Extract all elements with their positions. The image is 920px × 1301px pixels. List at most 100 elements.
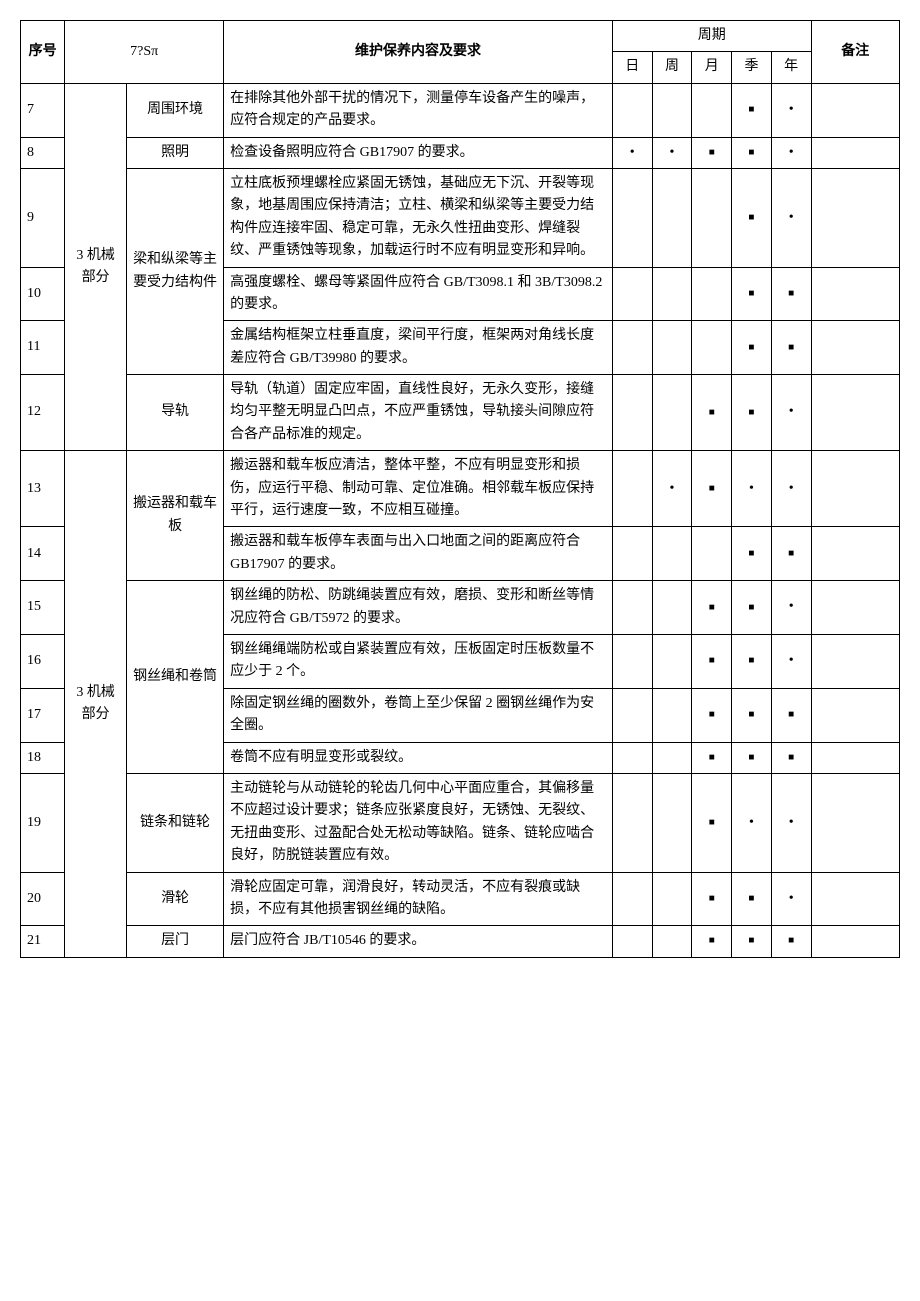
mark-cell	[612, 773, 652, 872]
desc-cell: 层门应符合 JB/T10546 的要求。	[224, 926, 613, 957]
desc-cell: 高强度螺栓、螺母等紧固件应符合 GB/T3098.1 和 3B/T3098.2 …	[224, 267, 613, 321]
mark-cell: ■	[732, 168, 772, 267]
component-cell: 周围环境	[126, 83, 223, 137]
note-cell	[811, 267, 899, 321]
mark-cell: ■	[692, 742, 732, 773]
mark-cell	[652, 527, 692, 581]
col-desc-header: 维护保养内容及要求	[224, 21, 613, 84]
mark-cell	[692, 83, 732, 137]
period-week-header: 周	[652, 52, 692, 83]
mark-cell: •	[771, 137, 811, 168]
mark-cell: ■	[732, 137, 772, 168]
mark-cell: ■	[692, 872, 732, 926]
desc-cell: 导轨（轨道）固定应牢固，直线性良好，无永久变形，接缝均匀平整无明显凸凹点，不应严…	[224, 375, 613, 451]
desc-cell: 金属结构框架立柱垂直度，梁间平行度，框架两对角线长度差应符合 GB/T39980…	[224, 321, 613, 375]
table-row: 20 滑轮 滑轮应固定可靠，润滑良好，转动灵活，不应有裂痕或缺损，不应有其他损害…	[21, 872, 900, 926]
note-cell	[811, 83, 899, 137]
mark-cell: ■	[692, 581, 732, 635]
table-row: 13 3 机械部分 搬运器和载车板 搬运器和载车板应清洁，整体平整，不应有明显变…	[21, 451, 900, 527]
table-row: 8 照明 检查设备照明应符合 GB17907 的要求。 • • ■ ■ •	[21, 137, 900, 168]
mark-cell: ■	[692, 451, 732, 527]
desc-cell: 立柱底板预埋螺栓应紧固无锈蚀，基础应无下沉、开裂等现象，地基周围应保持清洁；立柱…	[224, 168, 613, 267]
mark-cell	[612, 267, 652, 321]
seq-cell: 9	[21, 168, 65, 267]
mark-cell	[692, 321, 732, 375]
note-cell	[811, 926, 899, 957]
mark-cell: •	[771, 83, 811, 137]
desc-cell: 主动链轮与从动链轮的轮齿几何中心平面应重合，其偏移量不应超过设计要求；链条应张紧…	[224, 773, 613, 872]
component-cell: 滑轮	[126, 872, 223, 926]
mark-cell: ■	[732, 321, 772, 375]
table-row: 9 梁和纵梁等主要受力结构件 立柱底板预埋螺栓应紧固无锈蚀，基础应无下沉、开裂等…	[21, 168, 900, 267]
mark-cell	[612, 451, 652, 527]
component-cell: 搬运器和载车板	[126, 451, 223, 581]
mark-cell: ■	[732, 688, 772, 742]
mark-cell	[612, 872, 652, 926]
mark-cell: •	[652, 137, 692, 168]
mark-cell	[652, 688, 692, 742]
seq-cell: 21	[21, 926, 65, 957]
col-seq-header: 序号	[21, 21, 65, 84]
desc-cell: 在排除其他外部干扰的情况下，测量停车设备产生的噪声，应符合规定的产品要求。	[224, 83, 613, 137]
mark-cell: •	[652, 451, 692, 527]
mark-cell: •	[771, 375, 811, 451]
mark-cell	[652, 375, 692, 451]
mark-cell	[652, 926, 692, 957]
seq-cell: 13	[21, 451, 65, 527]
mark-cell: ■	[732, 742, 772, 773]
component-cell: 导轨	[126, 375, 223, 451]
seq-cell: 12	[21, 375, 65, 451]
mark-cell: ■	[771, 926, 811, 957]
note-cell	[811, 527, 899, 581]
desc-cell: 钢丝绳的防松、防跳绳装置应有效，磨损、变形和断丝等情况应符合 GB/T5972 …	[224, 581, 613, 635]
mark-cell: ■	[732, 872, 772, 926]
period-day-header: 日	[612, 52, 652, 83]
period-year-header: 年	[771, 52, 811, 83]
mark-cell	[612, 926, 652, 957]
desc-cell: 除固定钢丝绳的圈数外，卷筒上至少保留 2 圈钢丝绳作为安全圈。	[224, 688, 613, 742]
mark-cell: ■	[732, 267, 772, 321]
maintenance-table: 序号 7?Sπ 维护保养内容及要求 周期 备注 日 周 月 季 年 7 3 机械…	[20, 20, 900, 958]
mark-cell	[612, 321, 652, 375]
desc-cell: 搬运器和载车板停车表面与出入口地面之间的距离应符合 GB17907 的要求。	[224, 527, 613, 581]
mark-cell	[652, 872, 692, 926]
col-note-header: 备注	[811, 21, 899, 84]
seq-cell: 18	[21, 742, 65, 773]
col-period-header: 周期	[612, 21, 811, 52]
desc-cell: 搬运器和载车板应清洁，整体平整，不应有明显变形和损伤，应运行平稳、制动可靠、定位…	[224, 451, 613, 527]
mark-cell	[612, 742, 652, 773]
note-cell	[811, 451, 899, 527]
mark-cell	[652, 773, 692, 872]
desc-cell: 卷筒不应有明显变形或裂纹。	[224, 742, 613, 773]
component-cell: 梁和纵梁等主要受力结构件	[126, 168, 223, 374]
seq-cell: 8	[21, 137, 65, 168]
seq-cell: 16	[21, 634, 65, 688]
mark-cell: ■	[732, 375, 772, 451]
component-cell: 层门	[126, 926, 223, 957]
category-cell: 3 机械部分	[65, 451, 127, 957]
mark-cell	[612, 688, 652, 742]
mark-cell: •	[612, 137, 652, 168]
seq-cell: 17	[21, 688, 65, 742]
mark-cell	[652, 321, 692, 375]
table-row: 19 链条和链轮 主动链轮与从动链轮的轮齿几何中心平面应重合，其偏移量不应超过设…	[21, 773, 900, 872]
mark-cell: ■	[692, 634, 732, 688]
note-cell	[811, 168, 899, 267]
mark-cell	[612, 527, 652, 581]
mark-cell	[612, 83, 652, 137]
mark-cell: ■	[771, 688, 811, 742]
mark-cell	[652, 168, 692, 267]
mark-cell: ■	[692, 137, 732, 168]
note-cell	[811, 742, 899, 773]
note-cell	[811, 634, 899, 688]
note-cell	[811, 688, 899, 742]
mark-cell	[612, 634, 652, 688]
desc-cell: 滑轮应固定可靠，润滑良好，转动灵活，不应有裂痕或缺损，不应有其他损害钢丝绳的缺陷…	[224, 872, 613, 926]
mark-cell: ■	[692, 688, 732, 742]
table-row: 15 钢丝绳和卷筒 钢丝绳的防松、防跳绳装置应有效，磨损、变形和断丝等情况应符合…	[21, 581, 900, 635]
header-row-1: 序号 7?Sπ 维护保养内容及要求 周期 备注	[21, 21, 900, 52]
mark-cell	[652, 634, 692, 688]
component-cell: 钢丝绳和卷筒	[126, 581, 223, 774]
mark-cell	[652, 83, 692, 137]
seq-cell: 19	[21, 773, 65, 872]
